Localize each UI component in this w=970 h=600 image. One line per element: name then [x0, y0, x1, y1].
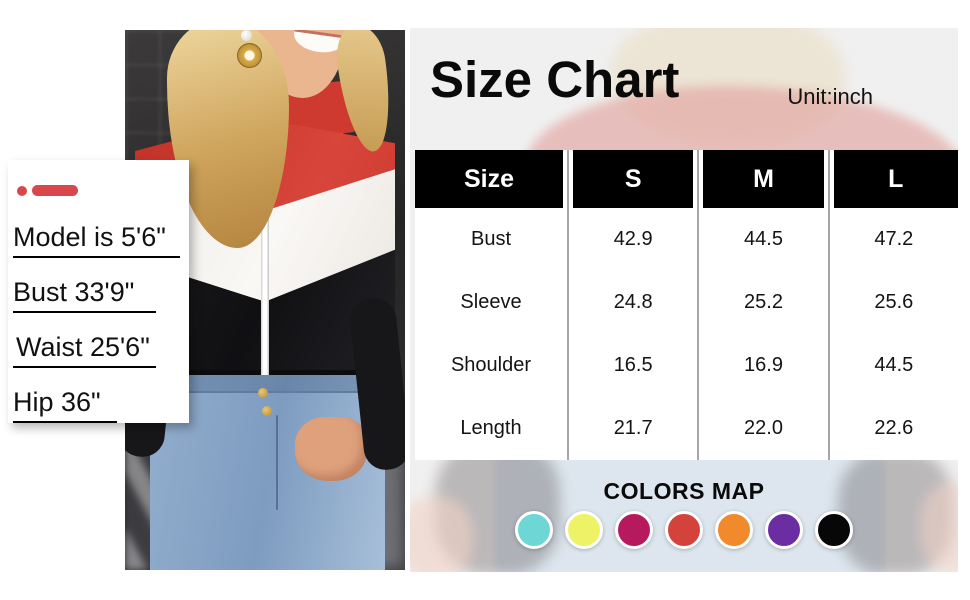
cell-bust-m: 44.5 [744, 228, 783, 250]
ghost-right-hand [920, 483, 958, 572]
size-table: Size Bust Sleeve Shoulder Length S 42.9 … [415, 150, 958, 460]
jeans-fly-seam [276, 415, 278, 510]
row-label-shoulder: Shoulder [450, 354, 532, 376]
cell-length-m: 22.0 [744, 417, 783, 439]
size-table-column-s: S 42.9 24.8 16.5 21.7 [567, 150, 698, 460]
size-table-column-labels: Size Bust Sleeve Shoulder Length [415, 150, 567, 460]
cell-length-s: 21.7 [613, 417, 653, 439]
column-header-m: M [703, 150, 824, 208]
jeans-button [258, 388, 268, 398]
color-swatch-red [665, 511, 703, 549]
column-header-s: S [573, 150, 694, 208]
cell-sleeve-m: 25.2 [744, 291, 783, 313]
ghost-left-hand [410, 496, 473, 572]
cell-shoulder-m: 16.9 [744, 354, 783, 376]
row-label-sleeve: Sleeve [460, 291, 522, 313]
size-chart-panel: Size Chart Unit:inch Size Bust Sleeve Sh… [410, 28, 958, 572]
column-header-l: L [833, 150, 958, 208]
color-swatch-purple [765, 511, 803, 549]
model-measurements-card: Model is 5'6" Bust 33'9" Waist 25'6" Hip… [8, 160, 189, 423]
model-hand [295, 417, 367, 481]
model-bust-line: Bust 33'9" [13, 277, 189, 313]
color-swatches-row [410, 511, 958, 549]
model-height-line: Model is 5'6" [13, 222, 189, 258]
color-swatch-magenta [615, 511, 653, 549]
jeans-button [262, 406, 272, 416]
size-table-column-m: M 44.5 25.2 16.9 22.0 [697, 150, 828, 460]
model-waist-line: Waist 25'6" [13, 332, 189, 368]
model-jeans [150, 375, 385, 570]
unit-label: Unit:inch [787, 84, 873, 109]
jacket-zipper [261, 125, 269, 380]
size-table-column-l: L 47.2 25.6 44.5 22.6 [827, 150, 958, 460]
earring-stud [241, 30, 252, 41]
gold-earring [237, 43, 262, 68]
red-dash-accent [32, 185, 78, 196]
cell-shoulder-s: 16.5 [613, 354, 653, 376]
red-dot-accent [17, 186, 27, 196]
color-swatch-black [815, 511, 853, 549]
model-bust-text: Bust 33'9" [13, 277, 156, 313]
row-label-length: Length [460, 417, 522, 439]
model-waist-text: Waist 25'6" [13, 332, 156, 368]
model-hip-line: Hip 36" [13, 387, 189, 423]
cell-shoulder-l: 44.5 [874, 354, 914, 376]
model-height-text: Model is 5'6" [13, 222, 180, 258]
color-swatch-orange [715, 511, 753, 549]
row-label-bust: Bust [470, 228, 512, 250]
cell-length-l: 22.6 [874, 417, 914, 439]
cell-bust-l: 47.2 [874, 228, 914, 250]
cell-sleeve-l: 25.6 [874, 291, 914, 313]
accent-marks [13, 184, 189, 198]
cell-sleeve-s: 24.8 [613, 291, 653, 313]
colors-map-title: COLORS MAP [603, 478, 765, 504]
color-swatch-yellow [565, 511, 603, 549]
column-header-size: Size [415, 150, 563, 208]
model-hip-text: Hip 36" [13, 387, 117, 423]
color-swatch-turquoise [515, 511, 553, 549]
size-chart-title: Size Chart [430, 51, 680, 108]
cell-bust-s: 42.9 [613, 228, 653, 250]
